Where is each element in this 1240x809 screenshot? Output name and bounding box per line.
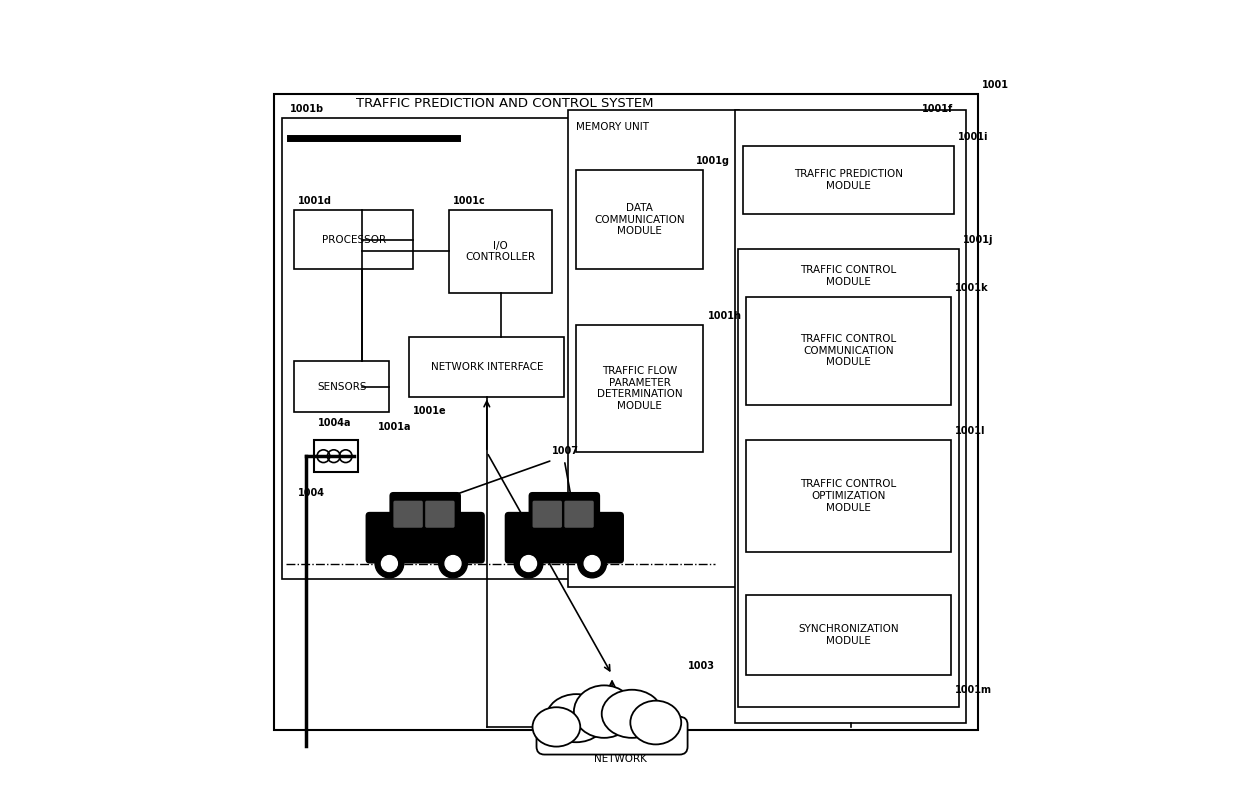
FancyBboxPatch shape bbox=[532, 501, 562, 527]
Text: TRAFFIC CONTROL
OPTIMIZATION
MODULE: TRAFFIC CONTROL OPTIMIZATION MODULE bbox=[800, 480, 897, 513]
FancyBboxPatch shape bbox=[389, 492, 461, 532]
Text: 1001k: 1001k bbox=[955, 283, 988, 293]
Text: SYNCHRONIZATION
MODULE: SYNCHRONIZATION MODULE bbox=[797, 625, 899, 646]
Circle shape bbox=[584, 556, 600, 571]
Text: TRAFFIC FLOW
PARAMETER
DETERMINATION
MODULE: TRAFFIC FLOW PARAMETER DETERMINATION MOD… bbox=[598, 366, 683, 411]
Ellipse shape bbox=[630, 701, 681, 744]
Text: COMMUNICATION
NETWORK: COMMUNICATION NETWORK bbox=[574, 743, 666, 764]
Text: 1004a: 1004a bbox=[317, 418, 351, 428]
Ellipse shape bbox=[546, 694, 606, 742]
Circle shape bbox=[376, 549, 404, 578]
Text: 1001: 1001 bbox=[982, 80, 1009, 91]
Text: TRAFFIC PREDICTION
MODULE: TRAFFIC PREDICTION MODULE bbox=[794, 169, 903, 191]
Ellipse shape bbox=[541, 709, 683, 744]
Text: PROCESSOR: PROCESSOR bbox=[321, 235, 386, 244]
FancyBboxPatch shape bbox=[738, 249, 959, 706]
Text: TRAFFIC CONTROL
COMMUNICATION
MODULE: TRAFFIC CONTROL COMMUNICATION MODULE bbox=[800, 334, 897, 367]
Ellipse shape bbox=[574, 685, 635, 738]
FancyBboxPatch shape bbox=[568, 110, 739, 587]
FancyBboxPatch shape bbox=[449, 210, 552, 293]
FancyBboxPatch shape bbox=[537, 717, 688, 755]
FancyBboxPatch shape bbox=[745, 297, 951, 404]
FancyBboxPatch shape bbox=[528, 492, 600, 532]
FancyBboxPatch shape bbox=[393, 501, 423, 527]
Text: TRAFFIC PREDICTION AND CONTROL SYSTEM: TRAFFIC PREDICTION AND CONTROL SYSTEM bbox=[356, 97, 653, 110]
Text: 1001g: 1001g bbox=[696, 156, 729, 166]
Text: I/O
CONTROLLER: I/O CONTROLLER bbox=[466, 240, 536, 262]
Circle shape bbox=[515, 549, 543, 578]
FancyBboxPatch shape bbox=[294, 361, 389, 413]
FancyBboxPatch shape bbox=[366, 512, 485, 564]
Text: MEMORY UNIT: MEMORY UNIT bbox=[577, 122, 650, 132]
FancyBboxPatch shape bbox=[564, 501, 594, 527]
Text: 1001i: 1001i bbox=[959, 132, 988, 142]
FancyBboxPatch shape bbox=[274, 95, 978, 731]
Text: SENSORS: SENSORS bbox=[317, 382, 367, 392]
Text: 1004: 1004 bbox=[298, 488, 325, 498]
Text: 1003: 1003 bbox=[688, 661, 714, 671]
Text: TRAFFIC CONTROL
MODULE: TRAFFIC CONTROL MODULE bbox=[800, 265, 897, 287]
FancyBboxPatch shape bbox=[745, 440, 951, 552]
FancyBboxPatch shape bbox=[425, 501, 455, 527]
Text: 1001j: 1001j bbox=[962, 235, 993, 245]
Circle shape bbox=[578, 549, 606, 578]
Circle shape bbox=[439, 549, 467, 578]
FancyBboxPatch shape bbox=[505, 512, 624, 564]
Circle shape bbox=[521, 556, 537, 571]
Text: 1001l: 1001l bbox=[955, 426, 986, 436]
FancyBboxPatch shape bbox=[745, 595, 951, 675]
Text: 1001m: 1001m bbox=[955, 684, 992, 695]
Ellipse shape bbox=[601, 690, 662, 738]
FancyBboxPatch shape bbox=[314, 440, 357, 472]
FancyBboxPatch shape bbox=[294, 210, 413, 269]
FancyBboxPatch shape bbox=[577, 325, 703, 452]
Text: NETWORK INTERFACE: NETWORK INTERFACE bbox=[430, 362, 543, 371]
FancyBboxPatch shape bbox=[281, 118, 604, 579]
Text: 1001c: 1001c bbox=[453, 196, 486, 205]
FancyBboxPatch shape bbox=[743, 146, 954, 214]
Text: 1001d: 1001d bbox=[298, 196, 332, 205]
Circle shape bbox=[445, 556, 461, 571]
FancyBboxPatch shape bbox=[577, 170, 703, 269]
Circle shape bbox=[382, 556, 397, 571]
FancyBboxPatch shape bbox=[409, 337, 564, 396]
Text: 1001e: 1001e bbox=[413, 406, 446, 417]
Text: 1007: 1007 bbox=[552, 447, 579, 456]
Text: DATA
COMMUNICATION
MODULE: DATA COMMUNICATION MODULE bbox=[594, 203, 686, 236]
Text: 1001a: 1001a bbox=[377, 422, 410, 432]
Ellipse shape bbox=[532, 707, 580, 747]
Text: 1001f: 1001f bbox=[923, 104, 954, 114]
Text: 1001b: 1001b bbox=[290, 104, 324, 114]
FancyBboxPatch shape bbox=[735, 110, 966, 722]
Text: 1001h: 1001h bbox=[708, 311, 742, 321]
